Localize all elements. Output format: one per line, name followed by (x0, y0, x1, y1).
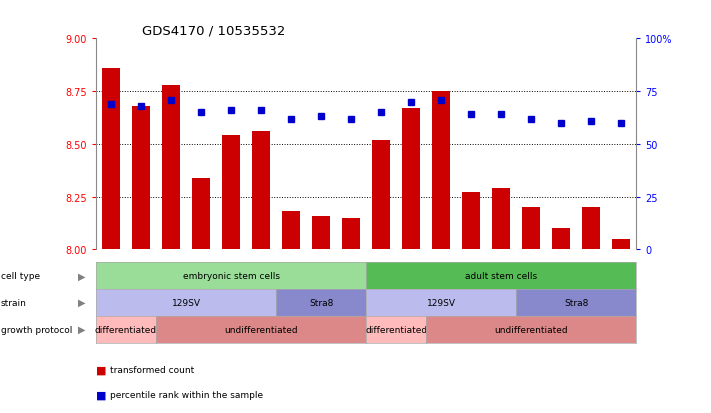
Bar (132, 107, 150, 250)
Text: undifferentiated: undifferentiated (494, 325, 568, 334)
Text: ■: ■ (96, 389, 107, 399)
Bar (222, 136, 240, 250)
Text: ■: ■ (96, 365, 107, 375)
Bar (582, 208, 600, 250)
Text: adult stem cells: adult stem cells (465, 271, 538, 280)
Text: undifferentiated: undifferentiated (224, 325, 298, 334)
Text: differentiated: differentiated (365, 325, 427, 334)
Bar (312, 216, 330, 250)
Bar (162, 85, 180, 250)
Bar (612, 239, 631, 250)
Text: ▶: ▶ (78, 297, 86, 308)
Bar (552, 229, 570, 250)
Bar (462, 193, 480, 250)
Bar (252, 132, 270, 250)
Text: 129SV: 129SV (171, 298, 201, 307)
Text: growth protocol: growth protocol (1, 325, 72, 334)
Bar (523, 208, 540, 250)
Text: Stra8: Stra8 (309, 298, 333, 307)
Text: transformed count: transformed count (110, 365, 194, 374)
Text: 129SV: 129SV (427, 298, 456, 307)
Text: differentiated: differentiated (95, 325, 157, 334)
Bar (372, 140, 390, 250)
Text: cell type: cell type (1, 271, 40, 280)
Bar (282, 212, 300, 250)
Text: embryonic stem cells: embryonic stem cells (183, 271, 279, 280)
Text: Stra8: Stra8 (564, 298, 589, 307)
Text: ▶: ▶ (78, 324, 86, 335)
Bar (102, 69, 120, 250)
Text: ▶: ▶ (78, 271, 86, 281)
Bar (402, 109, 420, 250)
Text: strain: strain (1, 298, 26, 307)
Bar (432, 92, 450, 250)
Text: percentile rank within the sample: percentile rank within the sample (110, 390, 263, 399)
Text: GDS4170 / 10535532: GDS4170 / 10535532 (142, 25, 286, 38)
Bar (192, 178, 210, 250)
Bar (342, 218, 360, 250)
Bar (492, 189, 510, 250)
